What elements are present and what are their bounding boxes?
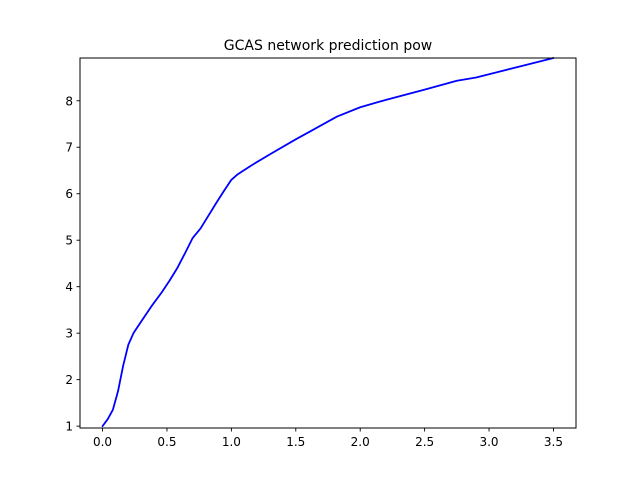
y-tick-label: 1	[65, 420, 73, 434]
chart-title: GCAS network prediction pow	[224, 38, 432, 54]
series-line-0	[101, 57, 555, 428]
x-tick-label: 3.0	[479, 435, 498, 449]
y-tick-label: 5	[65, 234, 73, 248]
y-tick-label: 3	[65, 327, 73, 341]
y-tick-label: 2	[65, 373, 73, 387]
y-axis-ticks: 1 2 3 4 5 6 7 8	[65, 94, 80, 434]
x-tick-label: 2.5	[415, 435, 434, 449]
x-tick-label: 1.5	[286, 435, 305, 449]
x-tick-label: 0.5	[157, 435, 176, 449]
y-tick-label: 7	[65, 141, 73, 155]
y-tick-label: 6	[65, 187, 73, 201]
axes-frame	[79, 57, 577, 429]
x-tick-label: 2.0	[351, 435, 370, 449]
y-tick-label: 8	[65, 94, 73, 108]
y-tick-label: 4	[65, 280, 73, 294]
x-tick-label: 0.0	[93, 435, 112, 449]
plot-area	[101, 57, 555, 428]
x-tick-label: 1.0	[222, 435, 241, 449]
x-tick-label: 3.5	[544, 435, 563, 449]
x-axis-ticks: 0.0 0.5 1.0 1.5 2.0 2.5 3.0 3.5	[93, 428, 563, 449]
